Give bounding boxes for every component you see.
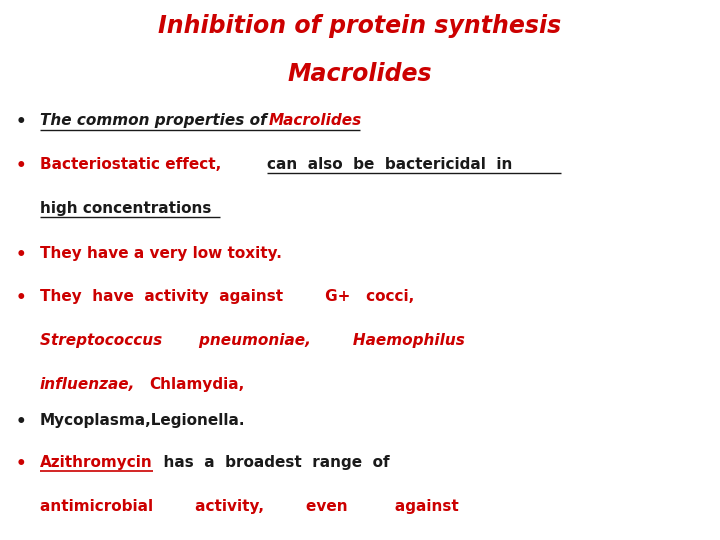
Text: high concentrations: high concentrations (40, 201, 211, 216)
Text: They have a very low toxity.: They have a very low toxity. (40, 246, 282, 261)
Text: The common properties of: The common properties of (40, 113, 271, 129)
Text: Bacteriostatic effect,: Bacteriostatic effect, (40, 157, 231, 172)
Text: Streptococcus       pneumoniae,        Haemophilus: Streptococcus pneumoniae, Haemophilus (40, 333, 464, 348)
Text: Macrolides: Macrolides (269, 113, 362, 129)
Text: Azithromycin: Azithromycin (40, 455, 153, 470)
Text: antimicrobial        activity,        even         against: antimicrobial activity, even against (40, 500, 459, 515)
Text: Macrolides: Macrolides (288, 62, 432, 86)
Text: •: • (16, 157, 27, 174)
Text: •: • (16, 413, 27, 431)
Text: has  a  broadest  range  of: has a broadest range of (153, 455, 390, 470)
Text: Inhibition of protein synthesis: Inhibition of protein synthesis (158, 14, 562, 37)
Text: •: • (16, 289, 27, 307)
Text: Mycoplasma,Legionella.: Mycoplasma,Legionella. (40, 413, 245, 428)
Text: •: • (16, 455, 27, 473)
Text: •: • (16, 246, 27, 264)
Text: •: • (16, 113, 27, 131)
Text: Chlamydia,: Chlamydia, (150, 377, 245, 393)
Text: can  also  be  bactericidal  in: can also be bactericidal in (267, 157, 513, 172)
Text: influenzae,: influenzae, (40, 377, 135, 393)
Text: They  have  activity  against        G+   cocci,: They have activity against G+ cocci, (40, 289, 414, 304)
